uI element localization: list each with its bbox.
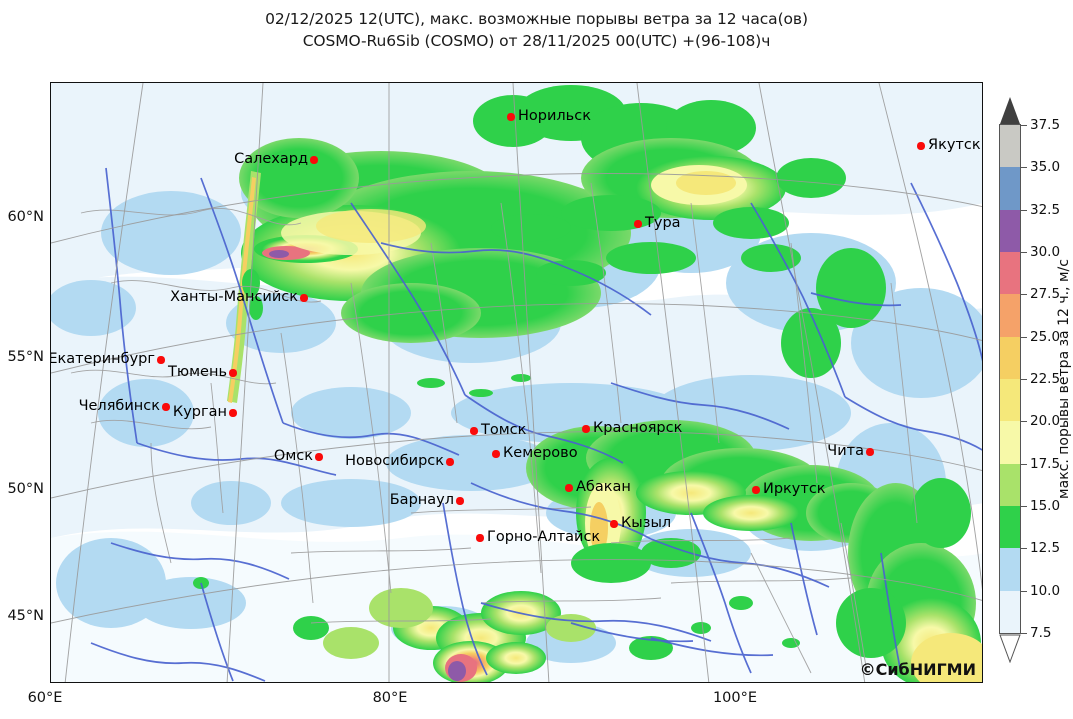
- city-label: Барнаул: [389, 492, 454, 508]
- city-dot-icon: [229, 409, 237, 417]
- city-label: Норильск: [518, 108, 591, 124]
- city-label: Челябинск: [78, 398, 160, 414]
- colorbar-band: [1000, 336, 1020, 379]
- city-label: Екатеринбург: [50, 351, 155, 367]
- colorbar-tick-mark: [1021, 252, 1027, 253]
- city-dot-icon: [634, 220, 642, 228]
- city-label: Тюмень: [168, 364, 227, 380]
- city-label: Омск: [273, 448, 313, 464]
- title-line-1: 02/12/2025 12(UTC), макс. возможные поры…: [265, 10, 808, 28]
- latitude-tick-label: 45°N: [7, 608, 44, 624]
- city-dot-icon: [917, 142, 925, 150]
- city-dot-icon: [456, 497, 464, 505]
- city-label: Горно-Алтайск: [487, 529, 601, 545]
- colorbar-tick-label: 30.0: [1030, 244, 1061, 260]
- city-label: Чита: [827, 443, 864, 459]
- colorbar-band: [1000, 505, 1020, 549]
- colorbar-tick-mark: [1021, 463, 1027, 465]
- city-label: Якутск: [928, 137, 981, 153]
- city-label: Абакан: [576, 479, 631, 495]
- city-label: Кемерово: [503, 445, 578, 461]
- city-label: Салехард: [234, 151, 308, 167]
- latitude-tick-label: 50°N: [7, 481, 44, 497]
- colorbar-band: [1000, 125, 1020, 168]
- colorbar-over-arrow: [1000, 97, 1020, 124]
- colorbar-tick-label: 25.0: [1030, 328, 1061, 345]
- colorbar-tick-mark: [1021, 294, 1027, 296]
- colorbar-tick-mark: [1021, 209, 1027, 211]
- city-label: Новосибирск: [345, 453, 444, 469]
- city-dot-icon: [565, 484, 573, 492]
- city-dot-icon: [507, 113, 515, 121]
- colorbar-band: [1000, 463, 1020, 506]
- city-dot-icon: [582, 425, 590, 433]
- city-label: Ханты-Мансийск: [170, 289, 298, 305]
- colorbar-tick-label: 27.5: [1030, 286, 1061, 303]
- colorbar: 7.5 10.0 12.5 15.0 17.5 20.0 22.5 25.0 27.5 30.0 3…: [999, 96, 1073, 666]
- colorbar-band: [1000, 421, 1020, 464]
- colorbar-tick-mark: [1021, 379, 1027, 380]
- city-dot-icon: [752, 486, 760, 494]
- city-dot-icon: [157, 356, 165, 364]
- colorbar-tick-mark: [1021, 336, 1027, 338]
- colorbar-band: [1000, 209, 1020, 252]
- map-plot-area[interactable]: Норильск Якутск Салехард Тура Ханты-Мансийск…: [50, 82, 983, 683]
- city-dot-icon: [229, 369, 237, 377]
- city-dot-icon: [446, 458, 454, 466]
- title-line-2: COSMO-Ru6Sib (COSMO) от 28/11/2025 00(UT…: [302, 32, 771, 50]
- city-dot-icon: [300, 294, 308, 302]
- colorbar-tick-label: 35.0: [1030, 159, 1061, 176]
- colorbar-under-arrow: [999, 634, 1021, 663]
- colorbar-tick-label: 12.5: [1030, 540, 1061, 557]
- city-dot-icon: [866, 448, 874, 456]
- colorbar-band: [1000, 590, 1020, 633]
- colorbar-tick-label: 7.5: [1030, 625, 1052, 641]
- colorbar-tick-mark: [1021, 506, 1027, 507]
- colorbar-tick-mark: [1021, 633, 1027, 634]
- colorbar-tick-mark: [1021, 590, 1027, 592]
- city-dot-icon: [476, 534, 484, 542]
- colorbar-tick-label: 15.0: [1030, 498, 1061, 514]
- city-label: Томск: [481, 422, 527, 438]
- longitude-tick-label: 100°E: [712, 690, 758, 706]
- colorbar-band: [1000, 378, 1020, 422]
- colorbar-tick-label: 22.5: [1030, 371, 1061, 387]
- latitude-tick-label: 60°N: [7, 209, 44, 225]
- colorbar-tick-label: 17.5: [1030, 455, 1061, 472]
- city-label: Тура: [645, 215, 681, 231]
- city-label: Красноярск: [593, 420, 683, 436]
- colorbar-axis-title-text: макс. порывы ветра за 12 ч., м/с: [1056, 259, 1073, 499]
- latitude-tick-label: 55°N: [7, 349, 44, 365]
- colorbar-band: [1000, 251, 1020, 295]
- page-title: 02/12/2025 12(UTC), макс. возможные поры…: [0, 8, 1073, 52]
- colorbar-band: [1000, 548, 1020, 591]
- colorbar-gradient: [999, 124, 1021, 634]
- copyright-watermark: ©СибНИГМИ: [859, 660, 976, 679]
- colorbar-tick-label: 37.5: [1030, 117, 1061, 133]
- city-label: Курган: [172, 404, 227, 420]
- colorbar-band: [1000, 167, 1020, 210]
- longitude-tick-label: 60°E: [27, 690, 63, 706]
- longitude-tick-label: 80°E: [372, 690, 408, 706]
- city-dot-icon: [310, 156, 318, 164]
- colorbar-tick-mark: [1021, 421, 1027, 423]
- city-dot-icon: [610, 520, 618, 528]
- colorbar-tick-label: 32.5: [1030, 201, 1061, 218]
- colorbar-band: [1000, 294, 1020, 337]
- city-dot-icon: [162, 403, 170, 411]
- colorbar-tick-mark: [1021, 167, 1027, 169]
- colorbar-tick-mark: [1021, 548, 1027, 550]
- colorbar-tick-mark: [1021, 125, 1027, 126]
- colorbar-tick-label: 10.0: [1030, 582, 1061, 599]
- colorbar-tick-label: 20.0: [1030, 413, 1061, 430]
- city-dot-icon: [315, 453, 323, 461]
- city-dot-icon: [470, 427, 478, 435]
- city-label: Кызыл: [621, 515, 672, 531]
- city-label: Иркутск: [763, 481, 826, 497]
- city-dot-icon: [492, 450, 500, 458]
- colorbar-axis-title: макс. порывы ветра за 12 ч., м/с: [1055, 124, 1073, 634]
- wind-gust-field: [51, 83, 982, 682]
